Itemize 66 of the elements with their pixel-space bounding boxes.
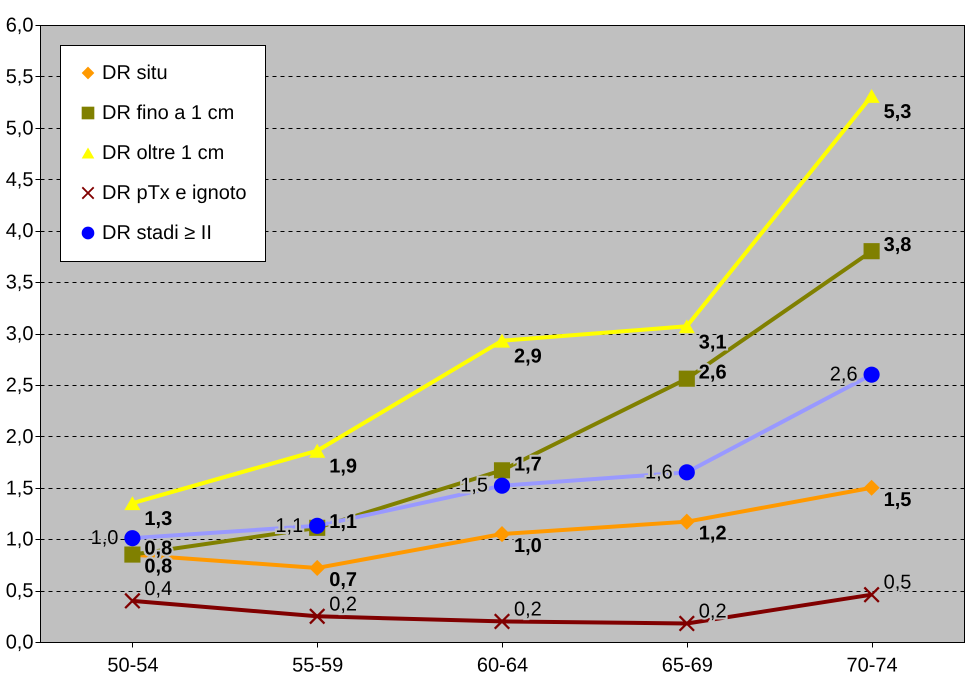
point	[494, 526, 510, 542]
point	[678, 319, 695, 334]
y-tick-label: 1,0	[6, 528, 34, 551]
data-label: 0,5	[884, 572, 912, 594]
y-tick-label: 4,5	[6, 168, 34, 191]
x-tick-label: 55-59	[292, 654, 344, 676]
data-label: 1,6	[644, 461, 673, 484]
data-label: 3,8	[884, 234, 912, 256]
data-label: 1,5	[884, 488, 912, 511]
legend-label: DR stadi ≥ II	[102, 222, 212, 244]
legend-label: DR oltre 1 cm	[102, 142, 224, 164]
data-label: 0,2	[329, 593, 358, 616]
y-tick-label: 5,5	[6, 66, 34, 88]
point	[309, 444, 326, 458]
data-label: 1,5	[460, 474, 488, 497]
x-tick-label: 50-54	[107, 654, 158, 676]
data-label: 1,9	[329, 456, 358, 478]
y-tick-label: 0,5	[6, 580, 34, 602]
point	[309, 608, 326, 624]
point	[494, 462, 510, 478]
x-tick-label: 65-69	[662, 654, 713, 676]
data-label: 2,6	[698, 362, 727, 384]
point	[494, 478, 510, 494]
point	[864, 586, 880, 603]
y-tick-label: 1,5	[6, 477, 34, 500]
point	[864, 480, 880, 496]
data-label: 1,0	[90, 527, 118, 550]
point	[124, 592, 140, 609]
legend-label: DR fino a 1 cm	[102, 102, 234, 124]
y-tick-label: 5,0	[6, 117, 34, 140]
data-label: 5,3	[884, 100, 912, 123]
data-label: 1,3	[144, 508, 172, 530]
data-label: 1,7	[514, 453, 542, 476]
data-label: 1,2	[698, 522, 727, 545]
point	[678, 615, 695, 632]
point	[124, 496, 140, 510]
data-label: 0,2	[514, 598, 542, 620]
legend-label: DR situ	[102, 62, 168, 84]
y-tick-label: 3,5	[6, 272, 34, 294]
y-tick-label: 6,0	[6, 14, 34, 36]
x-tick-label: 60-64	[476, 654, 528, 676]
data-label: 0,2	[698, 600, 727, 622]
point	[494, 613, 510, 630]
legend-label: DR pTx e ignoto	[102, 182, 247, 204]
data-label: 1,0	[514, 535, 542, 558]
point	[678, 370, 695, 387]
data-label: 2,6	[830, 364, 858, 386]
data-label: 2,9	[514, 346, 542, 368]
y-tick-label: 2,0	[6, 426, 34, 448]
x-tick-label: 70-74	[846, 654, 898, 676]
data-label: 1,1	[329, 510, 358, 533]
point	[494, 334, 510, 348]
point	[864, 88, 880, 103]
data-label: 3,1	[698, 331, 727, 354]
point	[678, 514, 695, 530]
y-tick-label: 3,0	[6, 323, 34, 345]
data-label: 0,4	[144, 578, 172, 600]
y-tick-label: 0,0	[6, 632, 34, 654]
point	[309, 560, 326, 576]
y-tick-label: 4,0	[6, 220, 34, 242]
point	[864, 366, 880, 383]
point	[864, 243, 880, 260]
data-label: 0,7	[329, 568, 358, 591]
point	[124, 530, 140, 546]
point	[678, 464, 695, 480]
y-tick-label: 2,5	[6, 374, 34, 396]
